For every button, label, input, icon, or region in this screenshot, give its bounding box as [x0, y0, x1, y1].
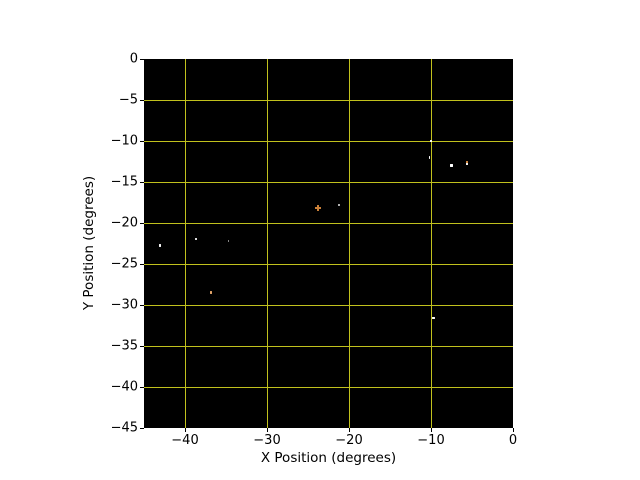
- y-tick-label: −35: [110, 338, 138, 354]
- y-tick-mark: [140, 141, 144, 142]
- y-tick-label: −30: [110, 297, 138, 313]
- x-tick-label: 0: [508, 433, 518, 448]
- y-tick-mark: [140, 387, 144, 388]
- x-tick-mark: [267, 428, 268, 432]
- y-tick-mark: [140, 264, 144, 265]
- data-point: [338, 203, 341, 206]
- gridline-horizontal: [144, 222, 513, 224]
- y-tick-label: −45: [110, 420, 138, 436]
- gridline-horizontal: [144, 140, 513, 142]
- data-point: [210, 291, 213, 295]
- data-point: [227, 240, 230, 242]
- gridline-vertical: [184, 59, 186, 428]
- plot-area: [144, 59, 513, 428]
- data-point: [466, 160, 469, 163]
- y-tick-mark: [140, 100, 144, 101]
- y-tick-mark: [140, 346, 144, 347]
- y-tick-label: 0: [129, 51, 138, 67]
- x-tick-mark: [349, 428, 350, 432]
- gridline-vertical: [266, 59, 268, 428]
- y-tick-mark: [140, 182, 144, 183]
- y-tick-label: −20: [110, 215, 138, 231]
- y-tick-mark: [140, 428, 144, 429]
- data-point: [430, 139, 433, 142]
- data-point: [428, 156, 431, 159]
- y-axis-label: Y Position (degrees): [81, 175, 97, 311]
- gridline-horizontal: [144, 304, 513, 306]
- y-tick-label: −10: [110, 133, 138, 149]
- gridline-horizontal: [144, 263, 513, 265]
- x-tick-label: −20: [335, 433, 363, 448]
- gridline-horizontal: [144, 345, 513, 347]
- data-point: [316, 207, 319, 210]
- data-point: [195, 237, 198, 240]
- gridline-horizontal: [144, 181, 513, 183]
- x-axis-label: X Position (degrees): [260, 450, 397, 466]
- gridline-vertical: [348, 59, 350, 428]
- data-point: [465, 162, 468, 165]
- y-tick-mark: [140, 59, 144, 60]
- data-point: [450, 164, 453, 167]
- y-tick-label: −40: [110, 379, 138, 395]
- y-tick-label: −5: [118, 92, 138, 108]
- y-tick-mark: [140, 223, 144, 224]
- y-tick-mark: [140, 305, 144, 306]
- y-tick-label: −15: [110, 174, 138, 190]
- x-tick-mark: [431, 428, 432, 432]
- data-point: [432, 316, 435, 320]
- data-point: [159, 244, 162, 248]
- gridline-horizontal: [144, 99, 513, 101]
- x-tick-label: −30: [253, 433, 281, 448]
- x-tick-mark: [185, 428, 186, 432]
- gridline-vertical: [430, 59, 432, 428]
- x-tick-label: −10: [417, 433, 445, 448]
- x-tick-mark: [513, 428, 514, 432]
- gridline-horizontal: [144, 386, 513, 388]
- x-tick-label: −40: [171, 433, 199, 448]
- y-tick-label: −25: [110, 256, 138, 272]
